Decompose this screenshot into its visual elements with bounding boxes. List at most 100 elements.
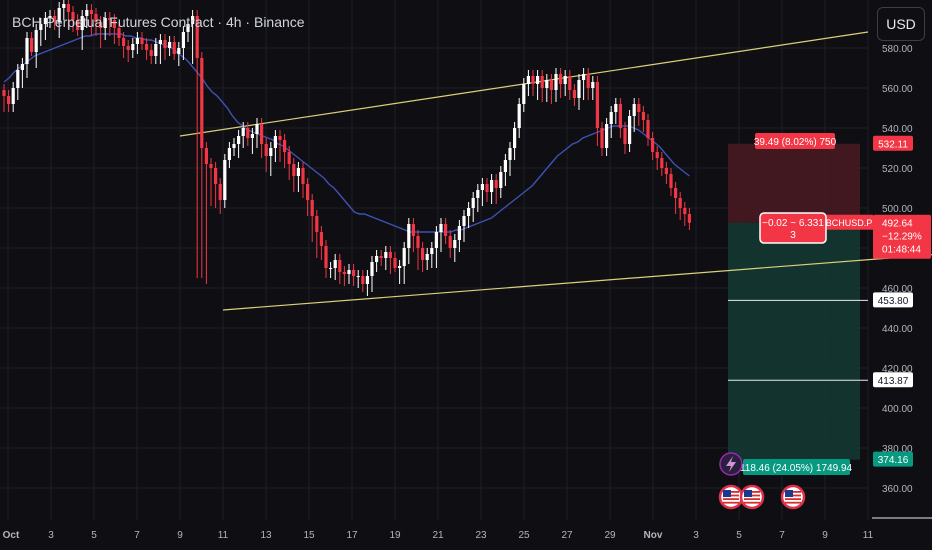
candle-body [329,268,333,269]
candle-body [490,180,494,192]
candle-body [186,24,190,32]
candle-body [296,168,300,176]
candle-body [669,174,673,188]
flag-stripe [723,501,739,504]
x-tick-label: 29 [604,530,616,541]
candle-body [421,248,425,260]
candle-body [655,152,659,158]
candle-body [398,266,402,268]
candle-body [11,88,15,104]
candle-body [209,164,213,168]
candle-body [246,128,250,138]
candle-body [227,148,231,160]
position-label-line2: 3 [790,230,796,241]
candle-body [200,58,204,148]
currency-button[interactable]: USD [877,7,925,41]
candle-body [549,80,553,90]
candle-body [71,12,75,20]
event-icons[interactable] [718,452,806,510]
position-label-line1: −0.02 ~ 6.331 [762,218,824,229]
candle-body [536,76,540,84]
candle-body [637,104,641,112]
candle-body [416,236,420,248]
candle-body [237,136,241,144]
candle-body [356,276,360,277]
candle-body [310,200,314,216]
candle-body [517,104,521,128]
stop-price-label: 532.11 [878,139,908,150]
candle-body [94,14,98,22]
candle-body [365,276,369,284]
risk-reward-zones[interactable] [728,143,860,460]
x-tick-label: 3 [48,530,54,541]
y-tick-label: 520.00 [882,164,913,175]
candle-body [503,160,507,172]
y-tick-label: 400.00 [882,404,913,415]
candle-body [384,252,388,258]
candle-body [586,74,590,88]
x-tick-label: 17 [346,530,358,541]
x-tick-label: 11 [218,530,229,541]
candle-body [595,82,599,128]
flag-stripe [785,501,801,504]
candle-body [526,76,530,84]
candle-body [34,30,38,52]
candle-body [108,18,112,20]
y-tick-label: 440.00 [882,324,913,335]
candle-body [117,28,121,38]
us-flag-icon [739,484,765,510]
candle-body [683,208,687,214]
candle-body [168,42,172,48]
candle-body [112,20,116,28]
candle-body [315,216,319,232]
flag-stripe [744,501,760,504]
candle-body [572,90,576,98]
candle-body [306,184,310,200]
candle-body [347,270,351,274]
candle-body [66,4,70,12]
candle-body [283,140,287,152]
candle-body [250,134,254,138]
candle-body [582,74,586,80]
x-tick-label: 11 [863,530,874,541]
x-tick-label: 21 [432,530,444,541]
x-tick-label: 7 [134,530,140,541]
countdown-label: 01:48:44 [882,245,921,256]
candle-body [319,232,323,246]
candle-body [62,4,66,8]
candle-body [375,256,379,262]
flag-canton [785,490,793,497]
candle-body [513,128,517,148]
x-tick-label: 5 [736,530,742,541]
candle-body [605,124,609,148]
candle-body [361,276,365,284]
candle-body [342,272,346,274]
candle-body [577,80,581,98]
x-tick-label: Nov [644,530,663,541]
candle-body [485,184,489,192]
candle-body [379,256,383,258]
candle-body [471,198,475,208]
candle-body [103,18,107,28]
candle-body [646,120,650,138]
target-1-label: 453.80 [878,296,909,307]
candle-body [600,128,604,148]
price-labels[interactable]: 532.11453.80413.87374.16492.62492.64−12.… [740,133,931,475]
candle-body [444,224,448,236]
candle-body [57,8,61,22]
candle-body [480,184,484,190]
candle-body [674,188,678,198]
target-lines[interactable] [728,299,932,519]
candle-body [402,248,406,266]
candle-body [85,10,89,16]
candle-body [20,64,24,70]
candle-body [218,184,222,200]
flag-stripe [723,498,739,500]
candle-body [158,40,162,44]
time-axis[interactable]: Oct 3 5 7 9 11 13 15 17 19 21 23 25 27 29 Nov 3 5 7 9 11 [3,530,874,541]
candle-body [333,260,337,268]
candle-body [172,42,176,54]
candle-body [563,76,567,84]
candle-body [324,246,328,268]
